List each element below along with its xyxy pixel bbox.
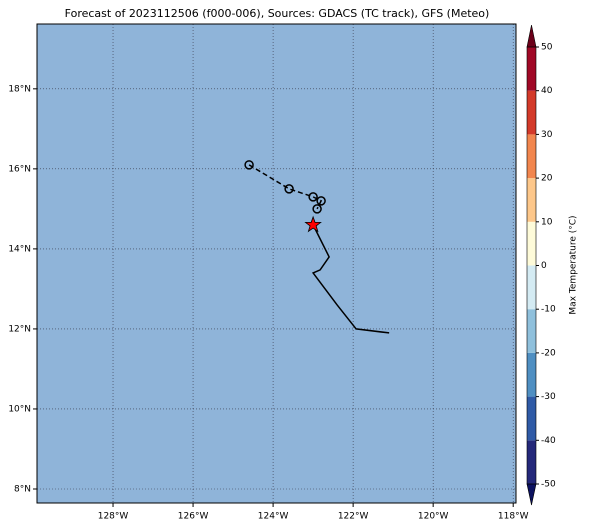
- colorbar-tick-label: -30: [541, 392, 556, 402]
- colorbar-tick-label: 10: [541, 217, 553, 227]
- forecast-point: [244, 160, 254, 170]
- y-tick-label: 10°N: [8, 404, 31, 414]
- forecast-point: [316, 196, 326, 206]
- y-tick-label: 16°N: [8, 164, 31, 174]
- colorbar-tick-label: 40: [541, 86, 553, 96]
- colorbar-bin: [527, 134, 536, 179]
- x-tick-label: 126°W: [178, 512, 209, 522]
- colorbar-tick-label: -50: [541, 480, 556, 490]
- map-title: Forecast of 2023112506 (f000-006), Sourc…: [65, 7, 490, 20]
- x-tick-label: 128°W: [98, 512, 129, 522]
- colorbar-tick-label: 0: [541, 261, 547, 271]
- history-track: [311, 224, 390, 334]
- colorbar-tick-label: 20: [541, 174, 553, 184]
- colorbar-bin: [527, 309, 536, 353]
- x-tick-label: 124°W: [258, 512, 289, 522]
- colorbar-tick-label: 30: [541, 130, 553, 140]
- colorbar-bin: [527, 440, 536, 484]
- x-tick-label: 122°W: [338, 512, 369, 522]
- map-frame: [36, 23, 517, 504]
- current-position: [304, 215, 322, 233]
- colorbar-bin: [527, 265, 536, 310]
- forecast-point: [284, 184, 294, 194]
- y-tick-label: 12°N: [8, 324, 31, 334]
- y-tick-label: 8°N: [14, 484, 31, 494]
- forecast-point: [308, 192, 318, 202]
- y-tick-label: 14°N: [8, 244, 31, 254]
- colorbar-label: Max Temperature (°C): [569, 215, 579, 314]
- colorbar-tick-label: 50: [541, 43, 553, 53]
- colorbar-bin: [527, 178, 536, 222]
- colorbar-bin: [527, 221, 536, 266]
- colorbar-extend: [526, 24, 537, 48]
- colorbar-tick-label: -10: [541, 305, 556, 315]
- colorbar-bin: [527, 47, 536, 91]
- colorbar-tick-label: -40: [541, 436, 556, 446]
- forecast-point: [312, 204, 322, 214]
- forecast-track: [248, 164, 323, 210]
- colorbar-bin: [527, 396, 536, 441]
- x-tick-label: 118°W: [498, 512, 529, 522]
- y-tick-label: 18°N: [8, 84, 31, 94]
- colorbar-tick-label: -20: [541, 348, 556, 358]
- x-tick-label: 120°W: [418, 512, 449, 522]
- colorbar-bin: [527, 352, 536, 397]
- ocean: [37, 24, 516, 503]
- colorbar-bin: [527, 90, 536, 135]
- colorbar-extend: [526, 483, 537, 506]
